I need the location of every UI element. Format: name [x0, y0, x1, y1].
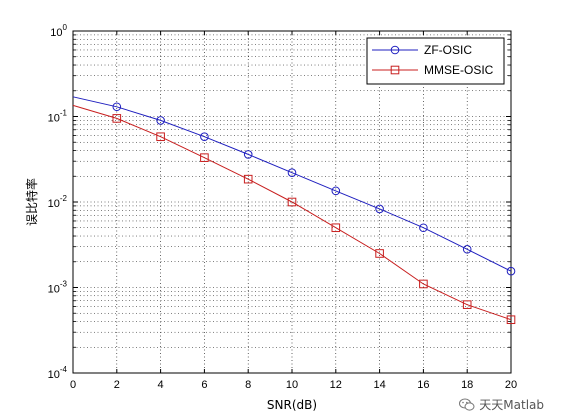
y-tick-label: 10-2 [48, 194, 68, 210]
data-point [331, 223, 341, 233]
y-axis-label: 误比特率 [24, 178, 39, 226]
data-point [375, 249, 384, 258]
x-tick-label: 16 [417, 379, 429, 391]
y-tick-label: 10-4 [48, 365, 68, 381]
legend-label: MMSE-OSIC [424, 63, 494, 77]
x-tick-label: 14 [373, 379, 385, 391]
data-point [200, 132, 209, 142]
data-point [112, 114, 122, 123]
legend-entry: ZF-OSIC [372, 43, 472, 57]
data-point [287, 168, 297, 178]
data-point [112, 102, 122, 112]
y-tick-label: 10-3 [48, 280, 68, 296]
data-point [375, 204, 384, 214]
data-point [200, 153, 209, 162]
y-tick-label: 100 [50, 23, 67, 39]
data-point [331, 186, 341, 196]
legend-label: ZF-OSIC [424, 43, 472, 57]
series-line [72, 96, 512, 272]
y-tick-labels: 100 10-1 10-2 10-3 10-4 [48, 23, 68, 381]
x-tick-label: 6 [201, 379, 207, 391]
x-tick-labels: 0 2 4 6 8 10 12 14 16 18 20 [70, 379, 517, 391]
data-point [156, 116, 165, 125]
grid-major [73, 31, 511, 373]
x-tick-label: 4 [158, 379, 164, 391]
legend-box [366, 37, 505, 85]
x-tick-label: 10 [286, 379, 298, 391]
data-point [287, 197, 297, 207]
wechat-icon [459, 398, 475, 411]
x-tick-label: 12 [330, 379, 342, 391]
axis-ticks [72, 30, 512, 374]
data-point [243, 174, 253, 184]
data-point [419, 279, 428, 289]
x-tick-label: 20 [505, 379, 517, 391]
data-point [419, 223, 428, 233]
series-zf-osic [72, 96, 516, 276]
data-point [243, 150, 253, 159]
legend: ZF-OSIC MMSE-OSIC [366, 37, 505, 85]
series-mmse-osic [72, 104, 516, 325]
data-point [506, 315, 516, 325]
legend-marker [390, 65, 400, 75]
watermark: 天天Matlab [456, 395, 547, 414]
data-point [506, 266, 516, 276]
data-point [156, 132, 165, 142]
legend-entry: MMSE-OSIC [372, 63, 494, 77]
data-point [462, 244, 472, 254]
x-tick-label: 0 [70, 379, 76, 391]
watermark-text: 天天Matlab [479, 398, 544, 412]
series-line [72, 104, 512, 321]
legend-marker [390, 45, 400, 55]
x-tick-label: 2 [114, 379, 120, 391]
y-tick-label: 10-1 [48, 109, 68, 125]
x-tick-label: 8 [245, 379, 251, 391]
x-tick-label: 18 [461, 379, 473, 391]
x-axis-label: SNR(dB) [267, 398, 317, 412]
series-layer [72, 96, 516, 325]
data-point [462, 300, 472, 309]
